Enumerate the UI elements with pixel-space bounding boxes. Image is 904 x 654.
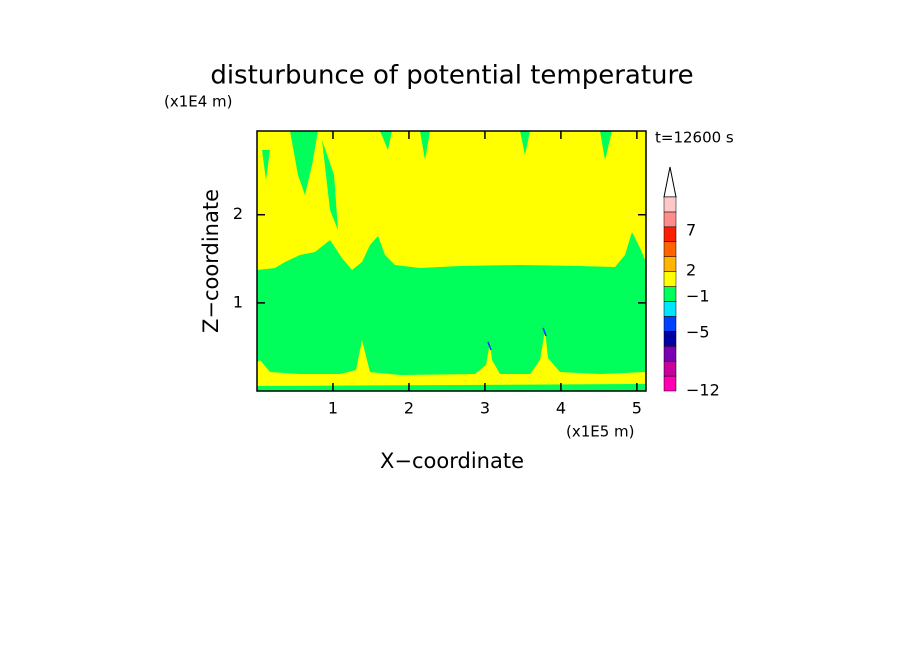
colorbar-swatch <box>663 301 677 317</box>
time-label: t=12600 s <box>655 129 734 147</box>
colorbar-swatch <box>663 241 677 257</box>
colorbar-tick-label: −12 <box>686 381 720 400</box>
colorbar-extend <box>663 166 677 198</box>
colorbar-swatch <box>663 316 677 332</box>
x-tick-label: 4 <box>556 399 566 418</box>
colorbar-tick-label: 2 <box>686 261 696 280</box>
chart-title: disturbunce of potential temperature <box>210 61 693 91</box>
colorbar-swatch <box>663 196 677 213</box>
colorbar-swatch <box>663 286 677 302</box>
colorbar-swatch <box>663 331 677 347</box>
colorbar-swatch <box>663 345 677 362</box>
x-axis-label: X−coordinate <box>380 449 524 473</box>
y-unit: (x1E4 m) <box>164 93 233 111</box>
y-tick-label: 1 <box>233 292 243 311</box>
colorbar-swatch <box>663 271 677 287</box>
colorbar-swatch <box>663 226 677 243</box>
x-unit: (x1E5 m) <box>566 423 635 441</box>
x-tick-label: 1 <box>328 399 338 418</box>
colorbar-tick-label: −1 <box>686 287 710 306</box>
colorbar-swatch <box>663 211 677 228</box>
x-tick-label: 3 <box>480 399 490 418</box>
x-tick-label: 5 <box>632 399 642 418</box>
x-tick-label: 2 <box>404 399 414 418</box>
y-tick-label: 2 <box>233 204 243 223</box>
contour-field <box>256 130 647 392</box>
colorbar-tick-label: −5 <box>686 323 710 342</box>
colorbar-swatch <box>663 360 677 377</box>
colorbar-swatch <box>663 375 677 392</box>
colorbar-tick-label: 7 <box>686 221 696 240</box>
colorbar-swatch <box>663 256 677 272</box>
y-axis-label: Z−coordinate <box>199 189 223 333</box>
